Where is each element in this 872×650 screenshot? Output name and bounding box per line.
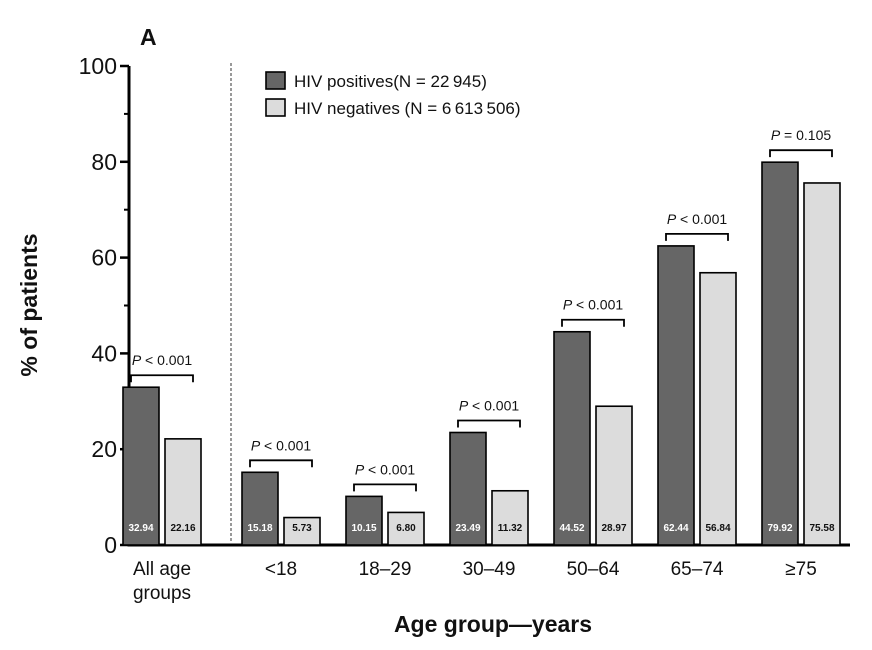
data-label: 28.97: [601, 523, 626, 534]
significance-bracket: [769, 149, 833, 158]
x-tick-label: groups: [133, 583, 191, 604]
x-tick-label: 30–49: [463, 559, 516, 580]
panel-label: A: [140, 24, 157, 50]
y-tick-label: 100: [79, 53, 117, 79]
p-value-label: P = 0.105: [771, 127, 832, 143]
bar-hiv-positive: [761, 161, 799, 546]
data-label: 56.84: [705, 523, 730, 534]
data-label: 32.94: [128, 523, 153, 534]
data-label: 62.44: [663, 523, 688, 534]
x-tick-label: 65–74: [671, 559, 724, 580]
bar-hiv-negative: [803, 182, 841, 546]
data-label: 22.16: [170, 523, 195, 534]
x-tick-label: 50–64: [567, 559, 620, 580]
labels: All age groups <18 18–29 30–49 50–64 65–74 ≥75 3…: [128, 127, 834, 604]
data-label: 79.92: [767, 523, 792, 534]
y-tick-label: 80: [91, 149, 117, 175]
legend-swatch-hiv-positive: [265, 71, 286, 90]
bars: [122, 161, 841, 546]
data-label: 44.52: [559, 523, 584, 534]
bar-hiv-positive: [449, 431, 487, 546]
data-label: 15.18: [247, 523, 272, 534]
significance-bracket: [665, 233, 729, 241]
p-value-label: P < 0.001: [563, 297, 624, 313]
bar-hiv-negative: [595, 405, 633, 546]
data-label: 5.73: [292, 523, 312, 534]
x-axis-title: Age group—years: [394, 611, 592, 637]
y-tick-label: 20: [91, 436, 117, 462]
x-tick-label: ≥75: [785, 559, 817, 580]
significance-bracket: [249, 459, 313, 468]
data-label: 23.49: [455, 523, 480, 534]
bar-hiv-positive: [553, 330, 591, 546]
data-label: 75.58: [809, 523, 834, 534]
data-label: 6.80: [396, 523, 416, 534]
legend: HIV positives(N = 22 945) HIV negatives (…: [265, 71, 521, 118]
bar-hiv-positive: [122, 386, 160, 546]
p-value-label: P < 0.001: [667, 211, 728, 227]
y-tick-label: 0: [104, 532, 117, 558]
bar-hiv-negative: [699, 271, 737, 546]
bar-hiv-positive: [241, 471, 279, 546]
p-value-label: P < 0.001: [251, 437, 312, 453]
x-tick-label: 18–29: [359, 559, 412, 580]
bar-hiv-negative: [283, 516, 321, 546]
significance-bracket: [353, 483, 417, 492]
data-label: 11.32: [498, 523, 523, 534]
p-value-label: P < 0.001: [355, 461, 416, 477]
y-axis-title: % of patients: [16, 233, 42, 376]
bar-hiv-positive: [657, 245, 695, 546]
legend-label: HIV positives(N = 22 945): [294, 72, 487, 91]
significance-bracket: [561, 318, 625, 327]
y-tick-label: 60: [91, 245, 117, 271]
bar-hiv-negative: [491, 489, 529, 546]
bar-hiv-negative: [164, 438, 202, 546]
x-tick-label: All age: [133, 559, 191, 580]
p-value-label: P < 0.001: [132, 352, 193, 368]
data-label: 10.15: [351, 523, 376, 534]
p-value-label: P < 0.001: [459, 397, 520, 413]
bar-hiv-positive: [345, 495, 383, 546]
legend-swatch-hiv-negative: [265, 98, 286, 117]
significance-bracket: [130, 374, 194, 383]
bar-hiv-negative: [387, 511, 425, 546]
y-tick-label: 40: [91, 340, 117, 366]
significance-bracket: [457, 419, 521, 428]
legend-label: HIV negatives (N = 6 613 506): [294, 99, 521, 118]
x-tick-label: <18: [265, 559, 297, 580]
